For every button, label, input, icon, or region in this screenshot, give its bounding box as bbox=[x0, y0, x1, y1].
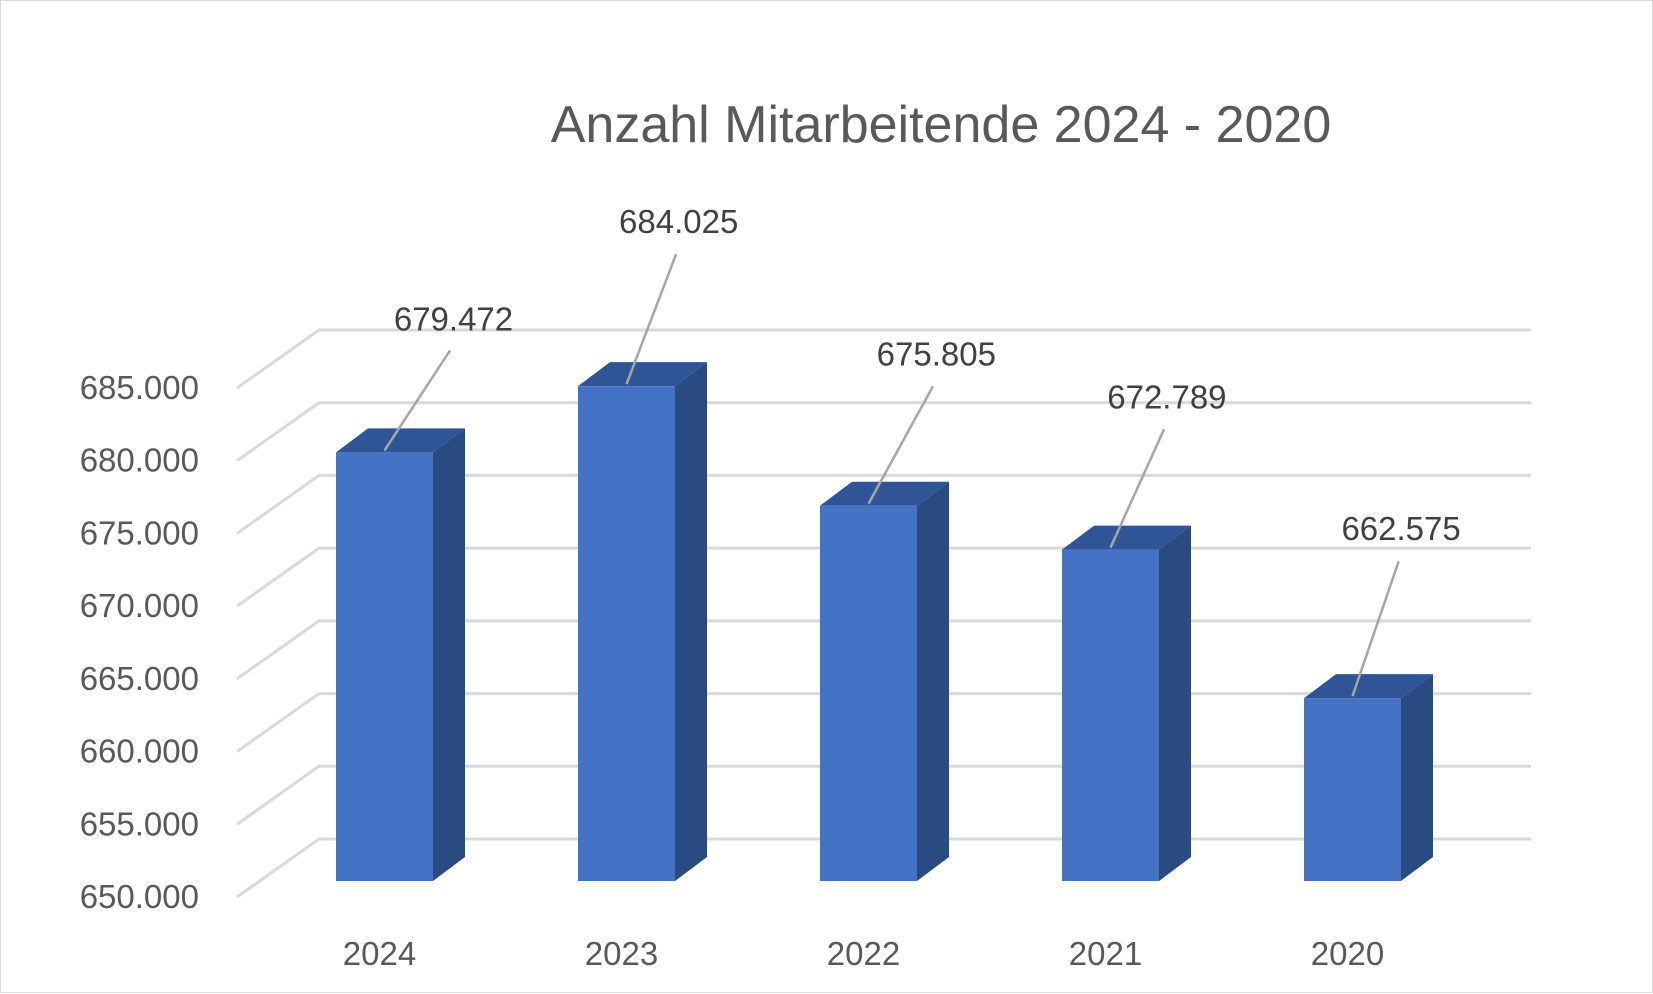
bars bbox=[336, 362, 1433, 881]
y-tick-label: 655.000 bbox=[80, 805, 199, 842]
bar-top-face bbox=[1062, 525, 1191, 550]
y-tick-label: 675.000 bbox=[80, 514, 199, 551]
bar-top-face bbox=[820, 481, 949, 506]
bar-side-face bbox=[1159, 525, 1191, 881]
bar-front-face bbox=[820, 505, 917, 881]
bar-side-face bbox=[917, 481, 949, 881]
leader-line bbox=[383, 349, 452, 452]
gridline-6 bbox=[236, 401, 1531, 462]
bar-front-face bbox=[1062, 549, 1159, 881]
x-tick-label: 2020 bbox=[1311, 935, 1384, 972]
y-tick-label: 660.000 bbox=[80, 733, 199, 770]
y-tick-label: 680.000 bbox=[80, 442, 199, 479]
leader-line bbox=[1351, 560, 1400, 697]
data-label: 684.025 bbox=[619, 203, 738, 240]
data-label-leaders bbox=[383, 253, 1400, 697]
data-label: 662.575 bbox=[1341, 510, 1460, 547]
x-tick-label: 2023 bbox=[585, 935, 658, 972]
data-labels: 679.472 684.025 675.805 672.789 662.575 bbox=[394, 203, 1461, 547]
x-tick-label: 2024 bbox=[343, 935, 416, 972]
y-tick-label: 670.000 bbox=[80, 587, 199, 624]
bar-front-face bbox=[578, 386, 675, 881]
leader-line bbox=[1109, 428, 1166, 549]
bar-top-face bbox=[336, 428, 465, 453]
bar-2020 bbox=[1304, 674, 1433, 881]
data-label: 675.805 bbox=[877, 336, 996, 373]
bar-side-face bbox=[433, 428, 465, 881]
x-axis-category-labels: 2024 2023 2022 2021 2020 bbox=[343, 935, 1384, 972]
bar-2021 bbox=[1062, 525, 1191, 881]
y-tick-label: 685.000 bbox=[80, 369, 199, 406]
bar-side-face bbox=[675, 362, 707, 881]
data-label: 672.789 bbox=[1107, 379, 1226, 416]
gridline-7 bbox=[236, 328, 1531, 390]
x-tick-label: 2022 bbox=[827, 935, 900, 972]
gridline-5 bbox=[236, 473, 1531, 535]
bar-front-face bbox=[336, 452, 433, 881]
bar-2024 bbox=[336, 428, 465, 881]
gridlines bbox=[236, 328, 1531, 899]
leader-line bbox=[625, 253, 678, 385]
bar-side-face bbox=[1401, 674, 1433, 881]
bar-2022 bbox=[820, 481, 949, 881]
bar-top-face bbox=[578, 362, 707, 387]
y-axis-tick-labels: 650.000 655.000 660.000 665.000 670.000 675.0… bbox=[80, 369, 199, 915]
bar-front-face bbox=[1304, 698, 1401, 881]
bar-2023 bbox=[578, 362, 707, 881]
data-label: 679.472 bbox=[394, 300, 513, 337]
bar-top-face bbox=[1304, 674, 1433, 699]
x-tick-label: 2021 bbox=[1069, 935, 1142, 972]
leader-line bbox=[867, 385, 935, 505]
y-tick-label: 665.000 bbox=[80, 660, 199, 697]
chart-title: Anzahl Mitarbeitende 2024 - 2020 bbox=[551, 96, 1332, 154]
y-tick-label: 650.000 bbox=[80, 878, 199, 915]
